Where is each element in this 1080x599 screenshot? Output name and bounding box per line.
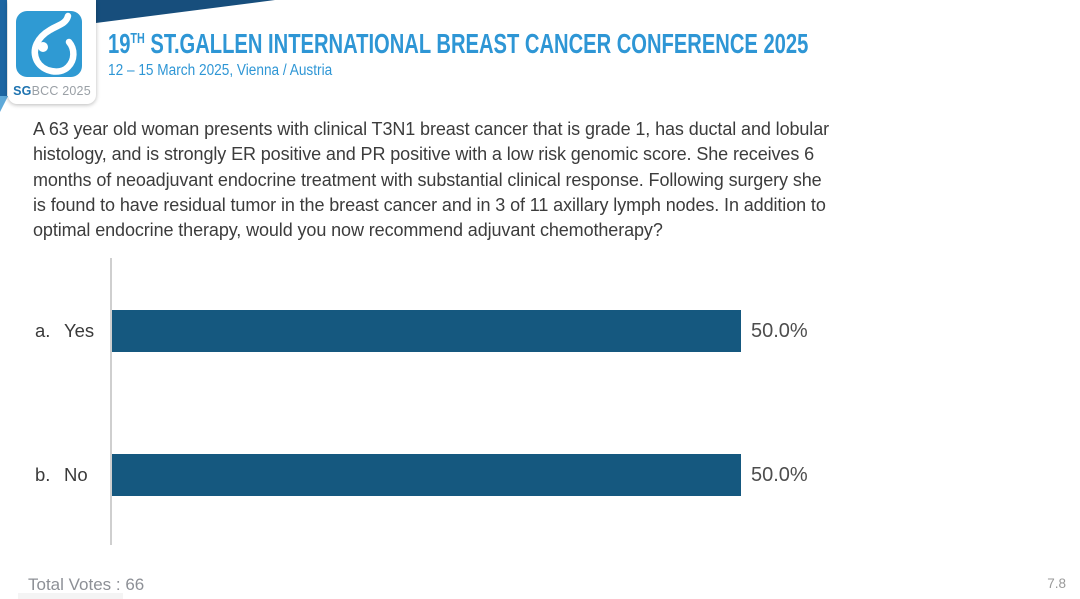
logo-caption-rest: BCC 2025 [31, 84, 91, 98]
chart-axis-line [110, 258, 112, 545]
total-votes: Total Votes : 66 [28, 575, 145, 594]
question-line: A 63 year old woman presents with clinic… [33, 119, 830, 139]
title-rest: ST.GALLEN INTERNATIONAL BREAST CANCER CO… [144, 28, 809, 59]
title-number: 19 [108, 28, 131, 59]
result-bar [112, 454, 741, 496]
left-accent-bar [0, 0, 7, 96]
footer-highlight [18, 593, 123, 599]
poll-row-yes: a. Yes 50.0% [0, 310, 1080, 352]
question-line: is found to have residual tumor in the b… [33, 194, 826, 215]
logo-caption: SGBCC 2025 [8, 84, 96, 98]
poll-row-no: b. No 50.0% [0, 454, 1080, 496]
question-line: optimal endocrine therapy, would you now… [33, 220, 663, 241]
sgbcc-drop-icon [16, 11, 82, 77]
question-line: histology, and is strongly ER positive a… [33, 144, 815, 165]
title-superscript: TH [130, 30, 145, 47]
percentage-label: 50.0% [751, 320, 808, 342]
result-bar [112, 310, 741, 352]
question-text: A 63 year old woman presents with clinic… [33, 117, 1063, 243]
left-accent-bar-tip [0, 96, 9, 112]
header-navy-wedge [88, 0, 275, 24]
percentage-label: 50.0% [751, 464, 808, 486]
conference-title: 19TH ST.GALLEN INTERNATIONAL BREAST CANC… [108, 28, 808, 60]
option-prefix: b. [35, 464, 51, 485]
option-label: Yes [64, 320, 95, 341]
option-prefix: a. [35, 320, 51, 341]
sgbcc-logo-card: SGBCC 2025 [8, 0, 96, 104]
option-label: No [64, 464, 88, 485]
conference-subtitle: 12 – 15 March 2025, Vienna / Austria [108, 62, 333, 79]
question-line: months of neoadjuvant endocrine treatmen… [33, 169, 822, 190]
logo-caption-bold: SG [13, 84, 32, 98]
slide-number: 7.8 [1047, 576, 1066, 591]
